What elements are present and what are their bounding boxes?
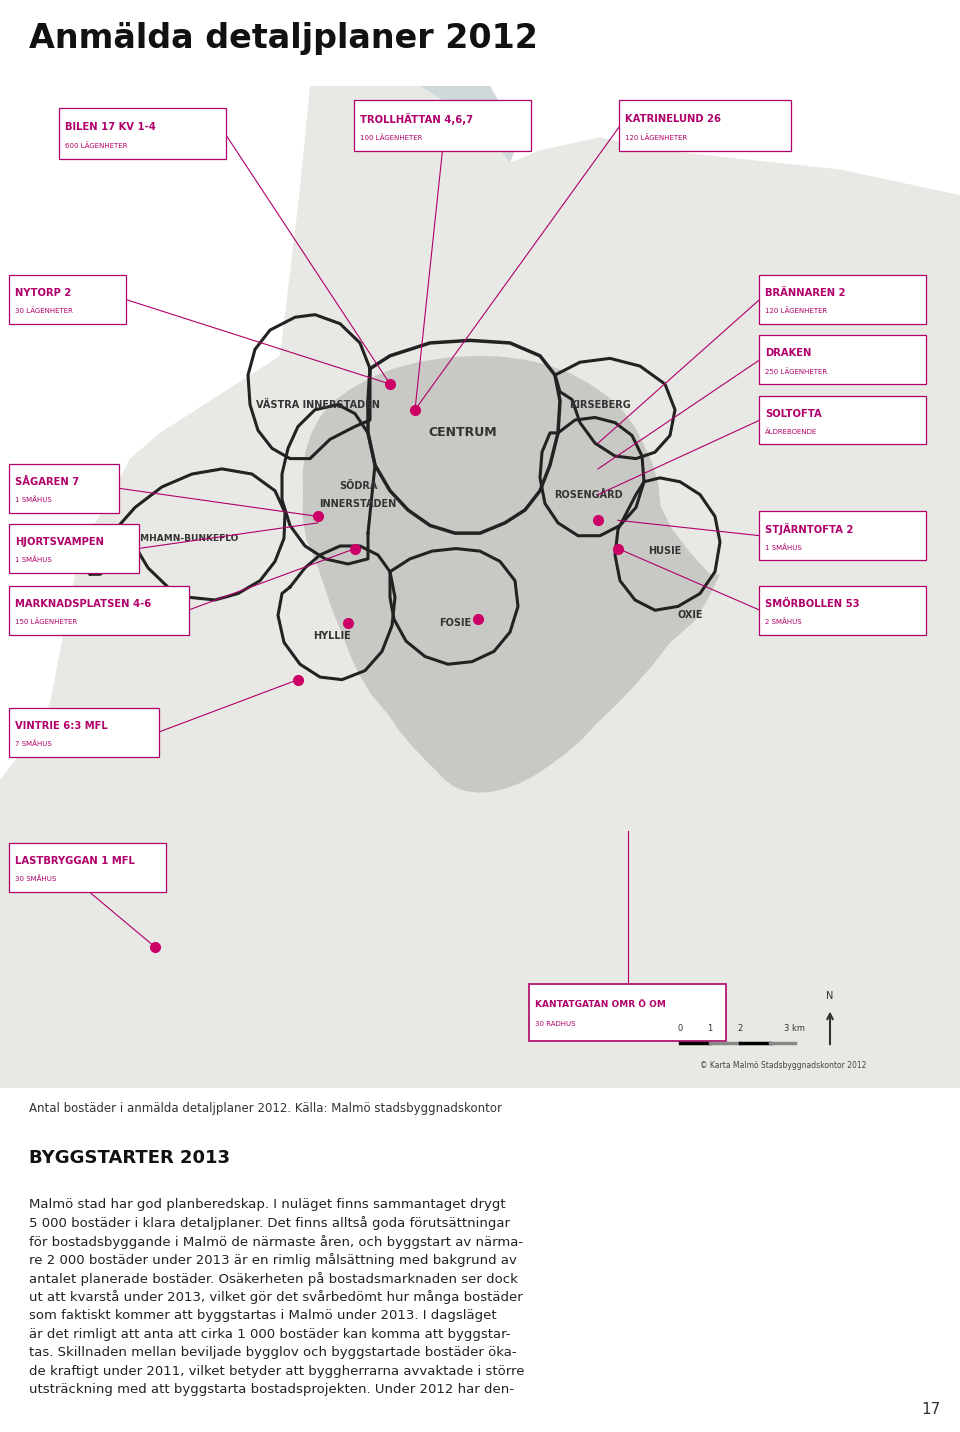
Text: som faktiskt kommer att byggstartas i Malmö under 2013. I dagsläget: som faktiskt kommer att byggstartas i Ma… (29, 1309, 496, 1322)
Text: 17: 17 (922, 1402, 941, 1416)
Text: TROLLHÄTTAN 4,6,7: TROLLHÄTTAN 4,6,7 (360, 113, 473, 125)
FancyBboxPatch shape (9, 843, 166, 892)
Text: MARKNADSPLATSEN 4-6: MARKNADSPLATSEN 4-6 (15, 599, 152, 609)
Text: VINTRIE 6:3 MFL: VINTRIE 6:3 MFL (15, 720, 108, 730)
FancyBboxPatch shape (354, 100, 531, 152)
Text: Anmälda detaljplaner 2012: Anmälda detaljplaner 2012 (29, 21, 538, 56)
Text: BYGGSTARTER 2013: BYGGSTARTER 2013 (29, 1148, 229, 1167)
Text: 100 LÄGENHETER: 100 LÄGENHETER (360, 135, 422, 142)
FancyBboxPatch shape (9, 464, 119, 513)
FancyBboxPatch shape (9, 707, 159, 756)
Polygon shape (302, 357, 720, 793)
Text: 7 SMÅHUS: 7 SMÅHUS (15, 740, 52, 748)
Text: 120 LÄGENHETER: 120 LÄGENHETER (625, 135, 687, 142)
Text: NYTORP 2: NYTORP 2 (15, 288, 71, 298)
Text: för bostadsbyggande i Malmö de närmaste åren, och byggstart av närma-: för bostadsbyggande i Malmö de närmaste … (29, 1234, 523, 1249)
Text: 0: 0 (678, 1024, 683, 1032)
Text: VÄSTRA INNERSTADEN: VÄSTRA INNERSTADEN (256, 400, 380, 410)
Text: LIMHAMN-BUNKEFLO: LIMHAMN-BUNKEFLO (132, 534, 239, 543)
Text: Antal bostäder i anmälda detaljplaner 2012. Källa: Malmö stadsbyggnadskontor: Antal bostäder i anmälda detaljplaner 20… (29, 1101, 502, 1116)
Text: 600 LÄGENHETER: 600 LÄGENHETER (65, 142, 128, 149)
Text: BRÄNNAREN 2: BRÄNNAREN 2 (765, 288, 846, 298)
FancyBboxPatch shape (759, 275, 926, 324)
FancyBboxPatch shape (759, 586, 926, 634)
Text: SOLTOFTA: SOLTOFTA (765, 408, 822, 418)
FancyBboxPatch shape (759, 511, 926, 560)
Text: 30 LÄGENHETER: 30 LÄGENHETER (15, 308, 73, 314)
Text: N: N (827, 991, 833, 1001)
Text: KATRINELUND 26: KATRINELUND 26 (625, 115, 721, 125)
Text: 3 km: 3 km (784, 1024, 805, 1032)
FancyBboxPatch shape (59, 107, 226, 159)
Text: HJORTSVAMPEN: HJORTSVAMPEN (15, 537, 104, 547)
FancyBboxPatch shape (759, 395, 926, 444)
Text: 1 SMÅHUS: 1 SMÅHUS (15, 557, 52, 563)
Text: 150 LÄGENHETER: 150 LÄGENHETER (15, 619, 77, 626)
FancyBboxPatch shape (759, 335, 926, 384)
Text: HYLLIE: HYLLIE (313, 632, 350, 642)
Text: CENTRUM: CENTRUM (429, 427, 497, 440)
Text: KIRSEBERG: KIRSEBERG (569, 400, 631, 410)
FancyBboxPatch shape (619, 100, 791, 152)
Text: re 2 000 bostäder under 2013 är en rimlig målsättning med bakgrund av: re 2 000 bostäder under 2013 är en rimli… (29, 1253, 516, 1267)
Text: antalet planerade bostäder. Osäkerheten på bostadsmarknaden ser dock: antalet planerade bostäder. Osäkerheten … (29, 1272, 517, 1286)
Text: ROSENGÅRD: ROSENGÅRD (554, 490, 622, 500)
Text: LASTBRYGGAN 1 MFL: LASTBRYGGAN 1 MFL (15, 856, 134, 866)
Text: © Karta Malmö Stadsbyggnadskontor 2012: © Karta Malmö Stadsbyggnadskontor 2012 (700, 1061, 866, 1070)
FancyBboxPatch shape (9, 524, 139, 573)
Text: 2 SMÅHUS: 2 SMÅHUS (765, 619, 802, 626)
Polygon shape (420, 86, 520, 163)
Text: 30 SMÅHUS: 30 SMÅHUS (15, 875, 57, 882)
FancyBboxPatch shape (9, 275, 126, 324)
Text: de kraftigt under 2011, vilket betyder att byggherrarna avvaktade i större: de kraftigt under 2011, vilket betyder a… (29, 1365, 524, 1378)
Text: ÄLDREBOENDE: ÄLDREBOENDE (765, 428, 817, 435)
Text: KANTATGATAN OMR Ö OM: KANTATGATAN OMR Ö OM (535, 1000, 666, 1010)
Text: FOSIE: FOSIE (439, 619, 471, 629)
Text: SÖDRA: SÖDRA (339, 481, 377, 491)
Text: STJÄRNTOFTA 2: STJÄRNTOFTA 2 (765, 523, 853, 536)
Text: 30 RADHUS: 30 RADHUS (535, 1021, 575, 1027)
FancyBboxPatch shape (9, 586, 189, 634)
Text: OXIE: OXIE (677, 610, 703, 620)
Text: 250 LÄGENHETER: 250 LÄGENHETER (765, 368, 828, 375)
Text: 120 LÄGENHETER: 120 LÄGENHETER (765, 308, 828, 314)
Text: 5 000 bostäder i klara detaljplaner. Det finns alltså goda förutsättningar: 5 000 bostäder i klara detaljplaner. Det… (29, 1216, 510, 1230)
Text: SMÖRBOLLEN 53: SMÖRBOLLEN 53 (765, 599, 859, 609)
Text: 1 SMÅHUS: 1 SMÅHUS (765, 544, 802, 551)
Text: 1 SMÅHUS: 1 SMÅHUS (15, 497, 52, 503)
Text: 1: 1 (708, 1024, 712, 1032)
Text: HUSIE: HUSIE (648, 546, 682, 556)
Text: utsträckning med att byggstarta bostadsprojekten. Under 2012 har den-: utsträckning med att byggstarta bostadsp… (29, 1383, 514, 1396)
Text: ut att kvarstå under 2013, vilket gör det svårbedömt hur många bostäder: ut att kvarstå under 2013, vilket gör de… (29, 1290, 522, 1305)
Text: DRAKEN: DRAKEN (765, 348, 811, 358)
Text: tas. Skillnaden mellan beviljade bygglov och byggstartade bostäder öka-: tas. Skillnaden mellan beviljade bygglov… (29, 1346, 516, 1359)
Polygon shape (0, 86, 960, 1088)
Text: SÅGAREN 7: SÅGAREN 7 (15, 477, 79, 487)
Text: INNERSTADEN: INNERSTADEN (320, 498, 396, 508)
Text: BILEN 17 KV 1-4: BILEN 17 KV 1-4 (65, 122, 156, 132)
Text: är det rimligt att anta att cirka 1 000 bostäder kan komma att byggstar-: är det rimligt att anta att cirka 1 000 … (29, 1327, 511, 1340)
FancyBboxPatch shape (529, 984, 726, 1041)
Text: Malmö stad har god planberedskap. I nuläget finns sammantaget drygt: Malmö stad har god planberedskap. I nulä… (29, 1199, 505, 1211)
Text: 2: 2 (737, 1024, 743, 1032)
